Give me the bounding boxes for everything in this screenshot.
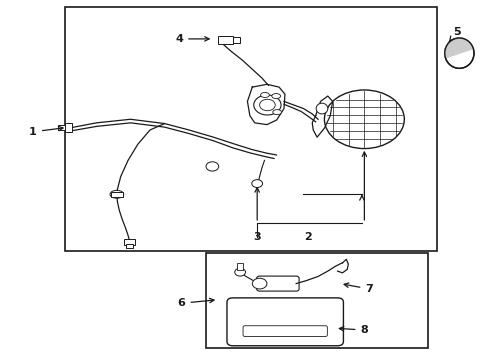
- Text: 7: 7: [344, 283, 373, 294]
- Text: 2: 2: [304, 232, 312, 242]
- Bar: [65, 123, 72, 132]
- Text: 5: 5: [449, 27, 461, 42]
- Ellipse shape: [445, 38, 474, 68]
- Bar: [237, 263, 243, 270]
- Bar: [65, 7, 438, 251]
- Text: 1: 1: [29, 126, 63, 137]
- Circle shape: [254, 95, 281, 115]
- Circle shape: [206, 162, 219, 171]
- Ellipse shape: [316, 103, 328, 114]
- Text: 4: 4: [175, 34, 209, 44]
- FancyBboxPatch shape: [257, 276, 299, 291]
- Bar: [206, 253, 428, 348]
- Bar: [58, 125, 65, 130]
- FancyBboxPatch shape: [243, 326, 327, 337]
- Bar: [126, 244, 133, 248]
- Bar: [124, 239, 135, 245]
- Circle shape: [252, 180, 263, 188]
- Ellipse shape: [110, 190, 123, 198]
- Circle shape: [252, 278, 267, 289]
- Ellipse shape: [273, 110, 282, 114]
- Text: 6: 6: [178, 298, 214, 308]
- Text: 3: 3: [253, 232, 261, 242]
- Polygon shape: [445, 38, 473, 58]
- Bar: [111, 192, 123, 197]
- Bar: [233, 37, 240, 43]
- FancyBboxPatch shape: [227, 298, 343, 346]
- Circle shape: [235, 268, 245, 276]
- Ellipse shape: [261, 93, 270, 98]
- Text: 8: 8: [339, 325, 368, 335]
- Ellipse shape: [272, 94, 281, 99]
- Bar: [218, 36, 233, 44]
- Circle shape: [324, 90, 404, 149]
- Circle shape: [260, 99, 275, 111]
